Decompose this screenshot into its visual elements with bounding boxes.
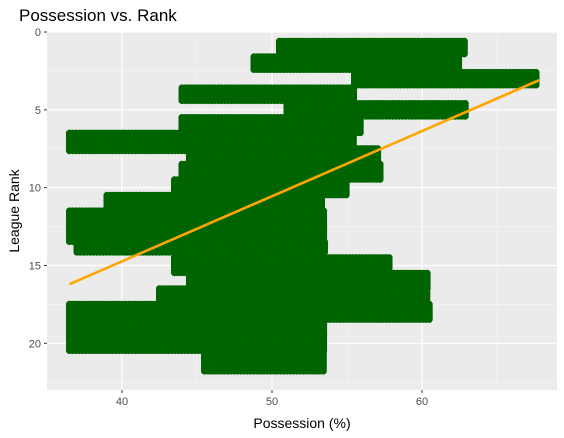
data-point [376, 175, 384, 183]
data-point [460, 50, 468, 58]
data-point [342, 191, 350, 199]
data-points [65, 37, 540, 375]
data-point [356, 129, 364, 137]
chart-title: Possession vs. Rank [19, 6, 177, 25]
